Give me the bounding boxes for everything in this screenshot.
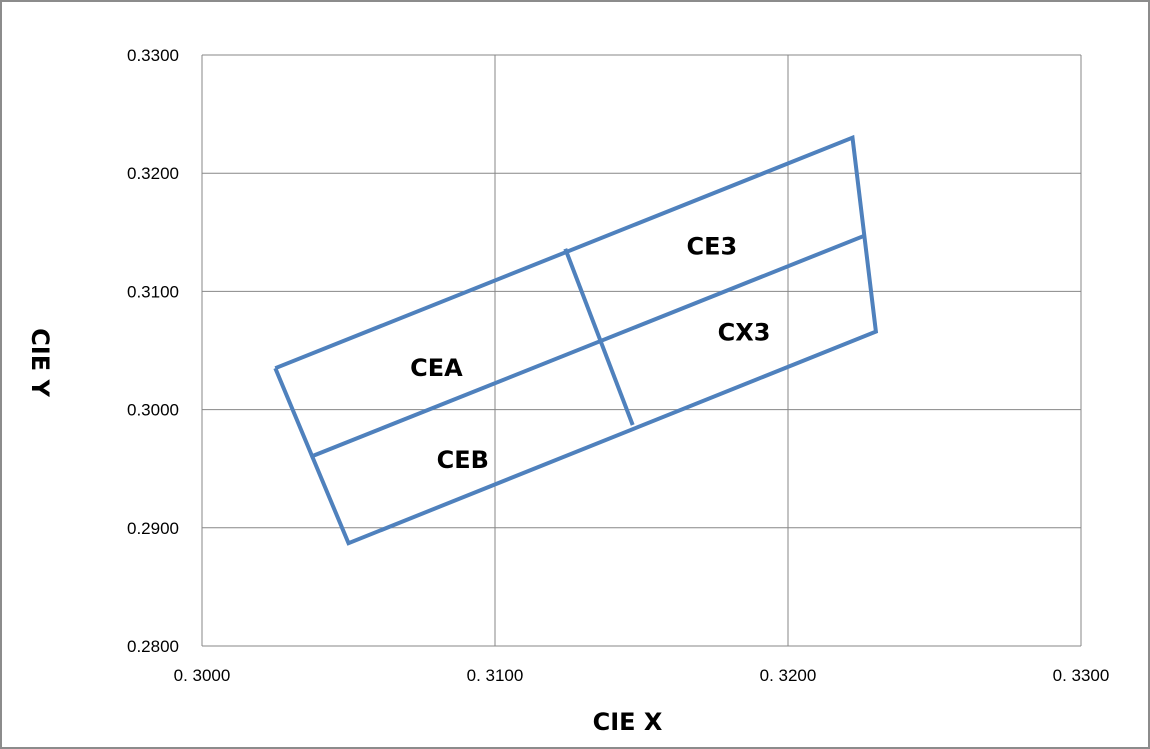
data-lines (273, 134, 879, 546)
region-label-cx3: CX3 (718, 319, 771, 347)
y-tick-label: 0.3200 (127, 164, 179, 183)
x-axis-title: CIE X (593, 708, 663, 736)
bin-boundary-line (309, 233, 865, 459)
bin-boundary-line (563, 248, 635, 426)
region-label-ce3: CE3 (686, 232, 737, 260)
x-tick-label: 0. 3300 (1053, 666, 1110, 685)
y-tick-label: 0.3000 (127, 401, 179, 420)
x-tick-label: 0. 3000 (174, 666, 231, 685)
tick-labels: 0. 3000 0. 3100 0. 3200 0. 3300 0.2800 0.2900… (127, 46, 1109, 685)
y-tick-label: 0.3100 (127, 282, 179, 301)
region-label-ceb: CEB (437, 446, 489, 474)
y-axis-title: CIE Y (26, 328, 54, 397)
y-tick-label: 0.2900 (127, 519, 179, 538)
y-tick-label: 0.3300 (127, 46, 179, 65)
grid-lines (201, 54, 1082, 647)
y-tick-label: 0.2800 (127, 637, 179, 656)
region-label-cea: CEA (410, 354, 463, 382)
x-tick-label: 0. 3100 (467, 666, 524, 685)
x-tick-label: 0. 3200 (760, 666, 817, 685)
bin-boundary-line (273, 134, 879, 546)
region-labels: CEA CEB CE3 CX3 (410, 232, 770, 474)
